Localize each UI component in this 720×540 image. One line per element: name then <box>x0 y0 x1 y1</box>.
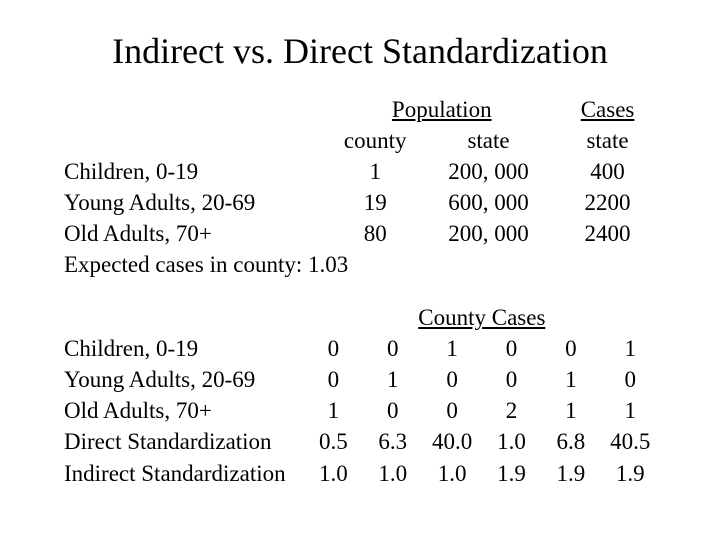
cell: 200, 000 <box>422 156 555 187</box>
subheader-state-cases: state <box>555 125 660 156</box>
cell: 40.5 <box>601 426 660 457</box>
table-row: Direct Standardization 0.5 6.3 40.0 1.0 … <box>60 426 660 457</box>
cell: 6.8 <box>541 426 600 457</box>
slide-content: Population Cases county state state Chil… <box>60 94 660 489</box>
row-label: Old Adults, 70+ <box>60 395 304 426</box>
cell: 200, 000 <box>422 218 555 249</box>
row-label: Children, 0-19 <box>60 156 328 187</box>
cell: 1.0 <box>363 458 422 489</box>
table-row: Young Adults, 20-69 19 600, 000 2200 <box>60 187 660 218</box>
cell: 1.0 <box>482 426 541 457</box>
table-row: Old Adults, 70+ 80 200, 000 2400 <box>60 218 660 249</box>
subheader-state-pop: state <box>422 125 555 156</box>
cell: 0 <box>422 364 481 395</box>
cell: 0 <box>482 333 541 364</box>
cell: 1 <box>422 333 481 364</box>
cell: 2200 <box>555 187 660 218</box>
cell: 1.9 <box>482 458 541 489</box>
cell: 1.9 <box>601 458 660 489</box>
cell: 0 <box>304 364 363 395</box>
row-label: Young Adults, 20-69 <box>60 364 304 395</box>
subheader-county: county <box>328 125 422 156</box>
cell: 0 <box>601 364 660 395</box>
table-row: Old Adults, 70+ 1 0 0 2 1 1 <box>60 395 660 426</box>
cell: 0 <box>363 333 422 364</box>
cell: 1 <box>541 364 600 395</box>
cell: 6.3 <box>363 426 422 457</box>
cell: 1 <box>601 333 660 364</box>
header-cases: Cases <box>555 94 660 125</box>
row-label: Indirect Standardization <box>60 458 304 489</box>
cell: 0.5 <box>304 426 363 457</box>
cell: 19 <box>328 187 422 218</box>
cell: 1.9 <box>541 458 600 489</box>
cell: 1 <box>541 395 600 426</box>
cell: 600, 000 <box>422 187 555 218</box>
cell: 0 <box>482 364 541 395</box>
cell: 40.0 <box>422 426 481 457</box>
table-county-cases: County Cases Children, 0-19 0 0 1 0 0 1 … <box>60 302 660 488</box>
cell: 400 <box>555 156 660 187</box>
table-row: Children, 0-19 0 0 1 0 0 1 <box>60 333 660 364</box>
header-population: Population <box>328 94 555 125</box>
cell: 1.0 <box>422 458 481 489</box>
table-population-cases: Population Cases county state state Chil… <box>60 94 660 280</box>
cell: 0 <box>422 395 481 426</box>
slide-title: Indirect vs. Direct Standardization <box>60 30 660 72</box>
slide: Indirect vs. Direct Standardization Popu… <box>0 0 720 489</box>
cell: 0 <box>363 395 422 426</box>
cell: 2 <box>482 395 541 426</box>
row-label: Direct Standardization <box>60 426 304 457</box>
expected-cases: Expected cases in county: 1.03 <box>60 249 660 280</box>
cell: 1 <box>601 395 660 426</box>
header-county-cases: County Cases <box>304 302 660 333</box>
row-label: Children, 0-19 <box>60 333 304 364</box>
cell: 0 <box>304 333 363 364</box>
cell: 1 <box>328 156 422 187</box>
cell: 1 <box>363 364 422 395</box>
table-row: Young Adults, 20-69 0 1 0 0 1 0 <box>60 364 660 395</box>
table-row: Children, 0-19 1 200, 000 400 <box>60 156 660 187</box>
row-label: Young Adults, 20-69 <box>60 187 328 218</box>
cell: 2400 <box>555 218 660 249</box>
cell: 1.0 <box>304 458 363 489</box>
row-label: Old Adults, 70+ <box>60 218 328 249</box>
table-row: Indirect Standardization 1.0 1.0 1.0 1.9… <box>60 458 660 489</box>
cell: 80 <box>328 218 422 249</box>
cell: 0 <box>541 333 600 364</box>
cell: 1 <box>304 395 363 426</box>
